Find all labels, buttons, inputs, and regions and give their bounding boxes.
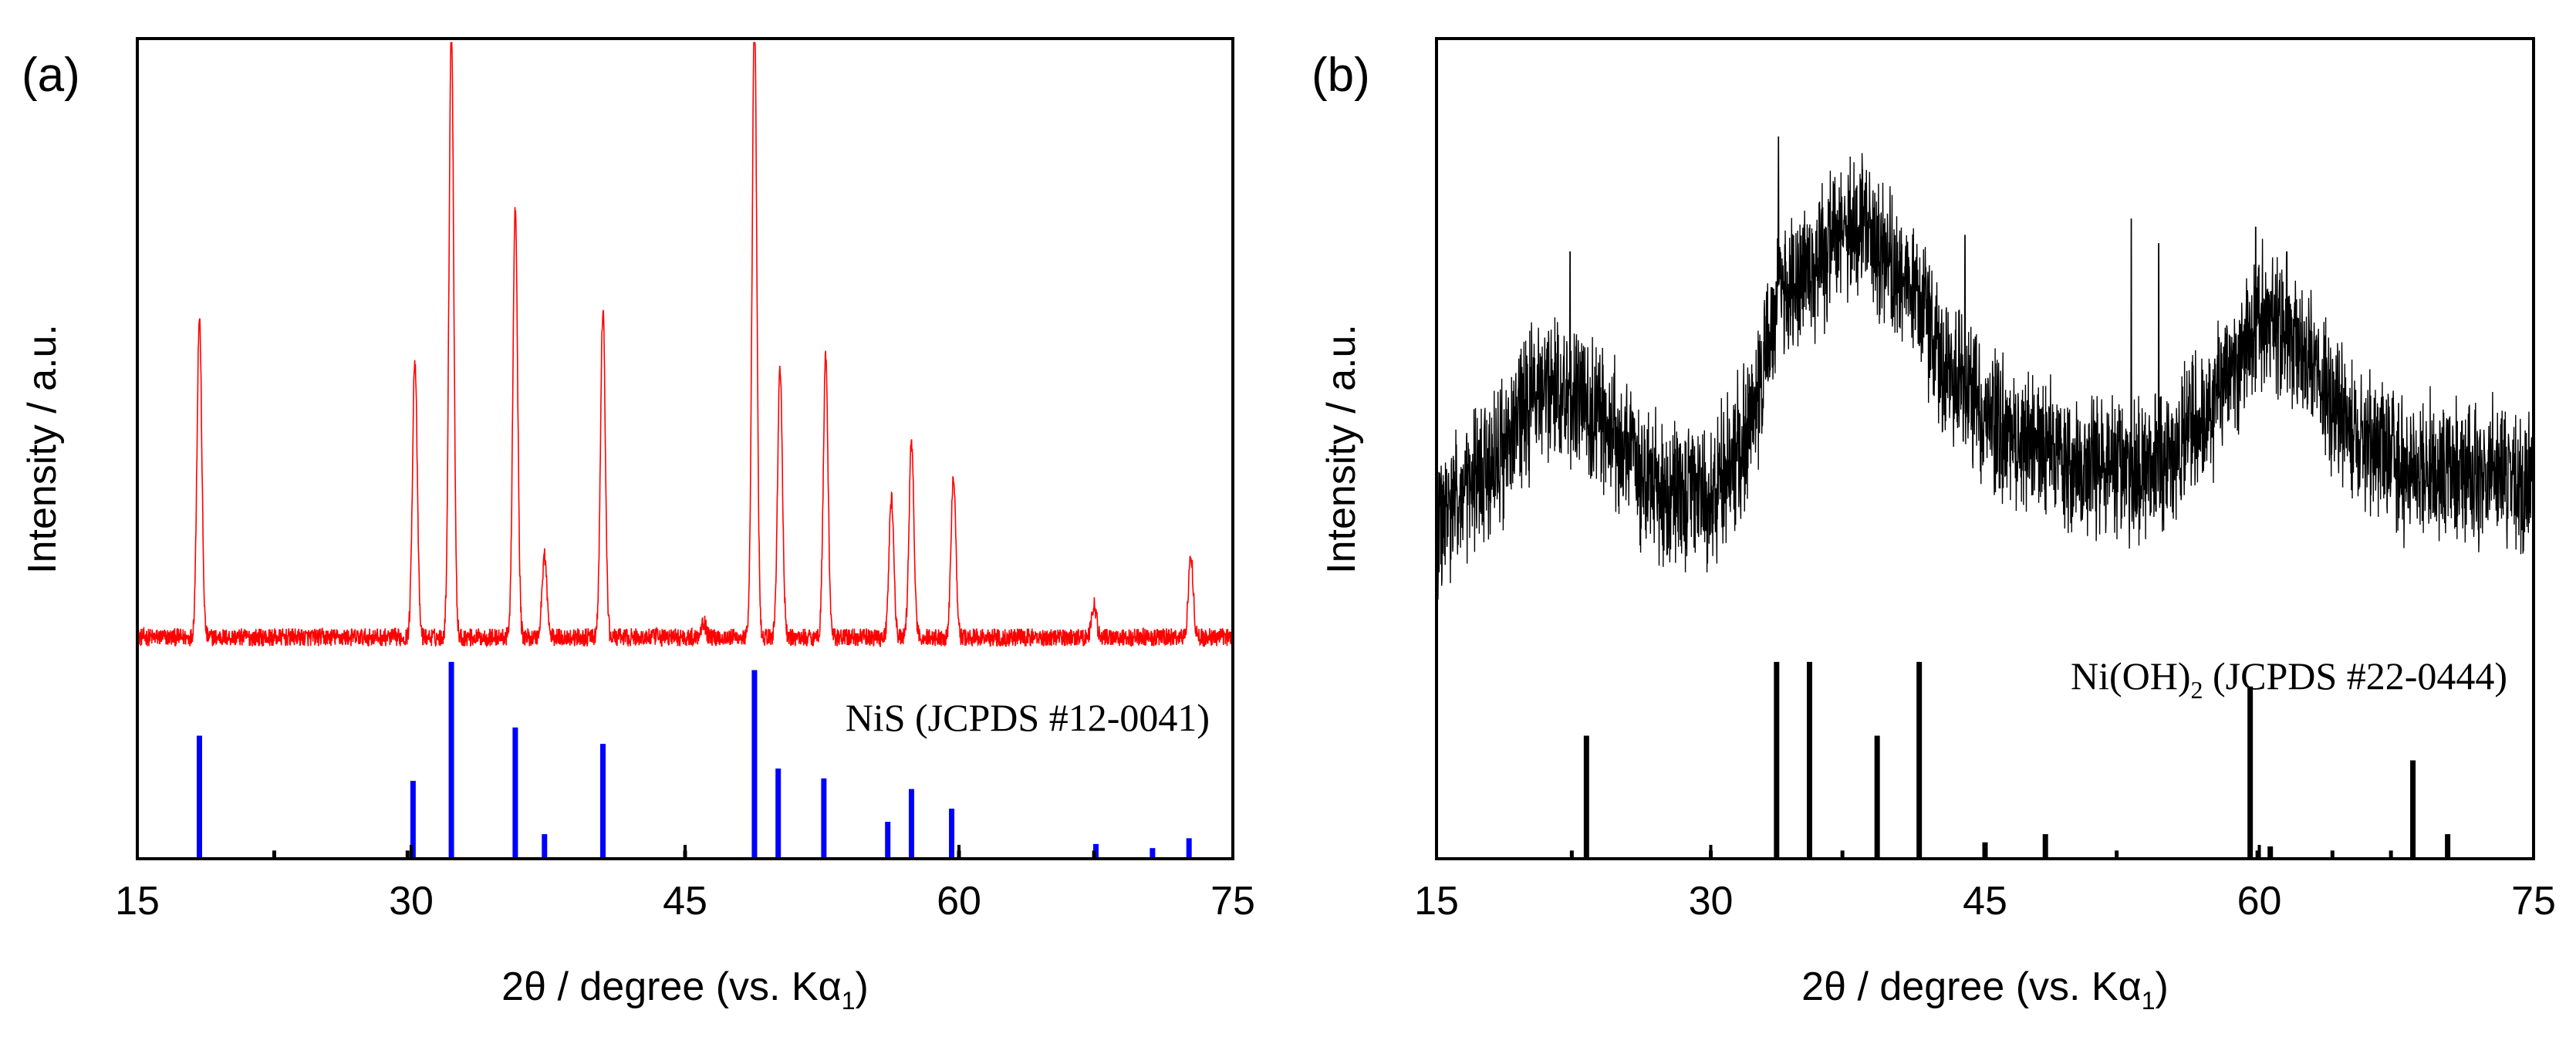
panel-b-x-axis-label: 2θ / degree (vs. Kα1) bbox=[1801, 964, 2169, 1015]
panel-a-x-axis-label-subscript: 1 bbox=[842, 987, 856, 1015]
panel-b: 15 30 45 60 75 (b) Ni(OH)2 (JCPDS #22-0444) … bbox=[1312, 37, 2556, 1015]
panel-b-xrd-trace bbox=[1436, 136, 2534, 600]
panel-a-x-tick-label: 30 bbox=[389, 879, 434, 924]
panel-a-x-tick-label: 75 bbox=[1210, 879, 1255, 924]
panel-b-x-ticks: 15 30 45 60 75 bbox=[1414, 845, 2556, 924]
panel-a-x-tick-label: 15 bbox=[115, 879, 160, 924]
panel-b-reference-label-subscript: 2 bbox=[2191, 676, 2203, 704]
panel-b-x-tick-label: 75 bbox=[2511, 879, 2556, 924]
panel-a-x-ticks: 15 30 45 60 75 bbox=[115, 845, 1255, 924]
panel-a-x-tick-label: 60 bbox=[937, 879, 981, 924]
panel-a-reference-label: NiS (JCPDS #12-0041) bbox=[846, 696, 1210, 739]
panel-b-reference-label-end: (JCPDS #22-0444) bbox=[2203, 654, 2507, 697]
panel-a-xrd-trace bbox=[137, 42, 1234, 648]
panel-a-x-axis-label-main: 2θ / degree (vs. Kα bbox=[501, 964, 842, 1009]
panel-b-x-tick-label: 60 bbox=[2237, 879, 2282, 924]
panel-b-reference-label: Ni(OH)2 (JCPDS #22-0444) bbox=[2071, 654, 2507, 704]
panel-a-x-tick-label: 45 bbox=[663, 879, 707, 924]
panel-b-x-tick-label: 30 bbox=[1689, 879, 1734, 924]
panel-a-label: (a) bbox=[22, 49, 80, 102]
panel-b-y-axis-label: Intensity / a.u. bbox=[1319, 324, 1364, 574]
panel-a-reference-lines bbox=[196, 661, 1192, 859]
panel-b-x-tick-label: 15 bbox=[1414, 879, 1459, 924]
panel-b-x-axis-label-subscript: 1 bbox=[2142, 987, 2156, 1015]
panel-b-x-tick-label: 45 bbox=[1963, 879, 2007, 924]
panel-a-y-axis-label: Intensity / a.u. bbox=[20, 324, 65, 574]
panel-b-reference-label-main: Ni(OH) bbox=[2071, 654, 2191, 697]
panel-b-x-axis-label-end: ) bbox=[2155, 964, 2168, 1009]
panel-b-x-axis-label-main: 2θ / degree (vs. Kα bbox=[1801, 964, 2142, 1009]
panel-a: 15 30 45 60 75 (a) NiS (JCPDS #12-0041) Inte… bbox=[20, 37, 1255, 1015]
panel-a-x-axis-label: 2θ / degree (vs. Kα1) bbox=[501, 964, 869, 1015]
panel-a-x-axis-label-end: ) bbox=[855, 964, 868, 1009]
panel-b-label: (b) bbox=[1312, 49, 1370, 102]
